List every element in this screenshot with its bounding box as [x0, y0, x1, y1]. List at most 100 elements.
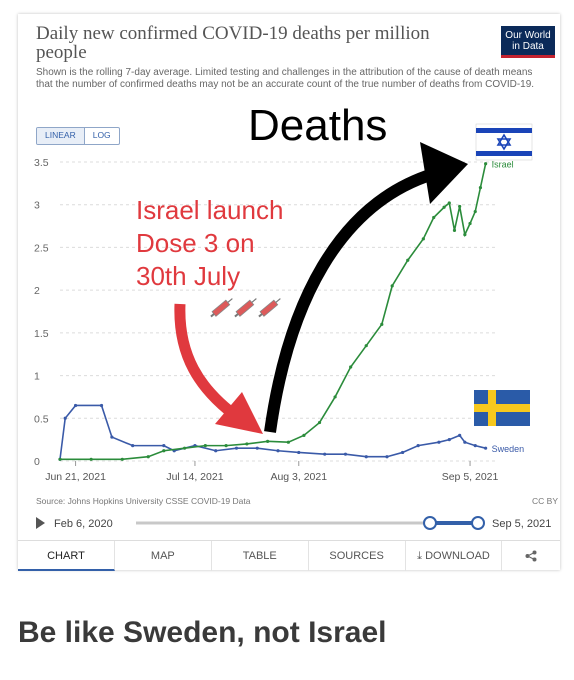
- timeline-start-label: Feb 6, 2020: [54, 518, 113, 530]
- sweden-point: [73, 403, 78, 408]
- tab-sources[interactable]: SOURCES: [309, 541, 406, 571]
- tab-map[interactable]: MAP: [115, 541, 212, 571]
- israel-point: [89, 457, 93, 461]
- sweden-point: [463, 440, 467, 444]
- share-button[interactable]: [502, 541, 560, 571]
- license-link[interactable]: CC BY: [532, 496, 558, 506]
- israel-point: [286, 440, 290, 444]
- tab-chart[interactable]: CHART: [18, 541, 115, 571]
- sweden-point: [473, 444, 477, 448]
- israel-point: [58, 457, 62, 461]
- israel-point: [452, 228, 457, 232]
- israel-point: [463, 233, 467, 237]
- logo-line2: in Data: [512, 41, 544, 52]
- israel-point: [333, 395, 337, 399]
- y-tick-label: 3: [34, 200, 40, 212]
- israel-point: [317, 420, 322, 425]
- tab-download[interactable]: ⤓ DOWNLOAD: [406, 541, 503, 571]
- israel-point: [390, 284, 394, 288]
- deaths-label: Deaths: [248, 101, 387, 150]
- scale-toggle[interactable]: LINEAR LOG: [36, 127, 120, 145]
- timeline-start-handle[interactable]: [423, 516, 437, 530]
- sweden-point: [437, 440, 441, 444]
- israel-series-label: Israel: [492, 160, 514, 170]
- sweden-point: [400, 450, 405, 455]
- logo-line1: Our World: [505, 30, 551, 41]
- line-chart: 0 0.5 1 1.5 2 2.5 3 3.5 Jun 21, 2021 Jul 14, 202…: [34, 101, 558, 530]
- annotation-line1: Israel launch: [136, 195, 283, 225]
- x-tick-label: Sep 5, 2021: [442, 471, 499, 483]
- israel-point: [484, 162, 488, 166]
- chart-title: Daily new confirmed COVID-19 deaths per …: [36, 23, 430, 63]
- sweden-flag-icon: [474, 390, 530, 426]
- israel-point: [458, 204, 462, 209]
- sweden-point: [343, 452, 348, 456]
- y-tick-label: 0.5: [34, 413, 49, 425]
- y-tick-label: 1.5: [34, 328, 49, 340]
- sweden-point: [447, 438, 451, 442]
- sweden-point: [234, 446, 239, 450]
- y-tick-label: 3.5: [34, 157, 49, 169]
- sweden-point: [484, 446, 488, 450]
- red-arrowhead: [215, 392, 263, 434]
- scale-log-button[interactable]: LOG: [92, 130, 111, 140]
- chart-tabs: CHART MAP TABLE SOURCES ⤓ DOWNLOAD: [18, 540, 560, 571]
- israel-point: [421, 237, 425, 241]
- black-arrow: [264, 168, 435, 433]
- y-tick-label: 2: [34, 285, 40, 297]
- annotation-line3: 30th July: [136, 261, 240, 291]
- y-tick-label: 0: [34, 456, 40, 468]
- israel-point: [162, 449, 166, 453]
- tab-download-label: DOWNLOAD: [425, 550, 490, 562]
- syringe-icon: [234, 298, 257, 318]
- x-tick-label: Jun 21, 2021: [45, 471, 106, 483]
- timeline-end-handle[interactable]: [471, 516, 485, 530]
- sweden-point: [131, 444, 135, 448]
- sweden-point: [63, 416, 67, 420]
- red-arrow: [174, 303, 244, 424]
- caption: Be like Sweden, not Israel: [18, 616, 387, 649]
- israel-point: [224, 444, 228, 448]
- black-arrowhead: [420, 142, 468, 204]
- y-tick-label: 2.5: [34, 242, 49, 254]
- annotation-line2: Dose 3 on: [136, 228, 255, 258]
- israel-point: [266, 439, 270, 443]
- israel-point: [364, 344, 368, 348]
- syringe-icon: [258, 298, 281, 318]
- share-icon: [525, 550, 537, 562]
- syringe-icon: [210, 298, 233, 318]
- play-icon[interactable]: [36, 517, 45, 529]
- israel-point: [182, 446, 187, 450]
- israel-point: [120, 457, 124, 461]
- x-tick-label: Aug 3, 2021: [270, 471, 327, 483]
- owid-logo[interactable]: Our World in Data: [501, 26, 555, 58]
- chart-card: Daily new confirmed COVID-19 deaths per …: [18, 14, 560, 571]
- israel-point: [473, 209, 477, 214]
- sweden-point: [276, 449, 280, 453]
- sweden-point: [297, 450, 301, 455]
- israel-point: [432, 215, 436, 220]
- scale-linear-button[interactable]: LINEAR: [37, 128, 85, 144]
- israel-point: [349, 365, 353, 369]
- israel-point: [245, 442, 249, 446]
- sweden-point: [364, 455, 368, 459]
- israel-point: [447, 201, 451, 205]
- israel-point: [380, 322, 384, 326]
- timeline-end-label: Sep 5, 2021: [492, 518, 551, 530]
- israel-line: [60, 163, 487, 461]
- israel-flag-icon: [475, 123, 533, 161]
- x-tick-label: Jul 14, 2021: [166, 471, 223, 483]
- sweden-point: [162, 444, 166, 448]
- sweden-point: [214, 449, 218, 453]
- israel-point: [302, 433, 306, 437]
- y-tick-label: 1: [34, 371, 40, 383]
- chart-subtitle: Shown is the rolling 7-day average. Limi…: [36, 67, 535, 90]
- israel-point: [468, 221, 472, 226]
- sweden-point: [323, 452, 327, 456]
- sweden-point: [110, 435, 114, 439]
- sweden-point: [385, 455, 389, 459]
- sweden-point: [458, 433, 462, 437]
- israel-point: [406, 258, 410, 262]
- source-note: Source: Johns Hopkins University CSSE CO…: [36, 496, 251, 506]
- tab-table[interactable]: TABLE: [212, 541, 309, 571]
